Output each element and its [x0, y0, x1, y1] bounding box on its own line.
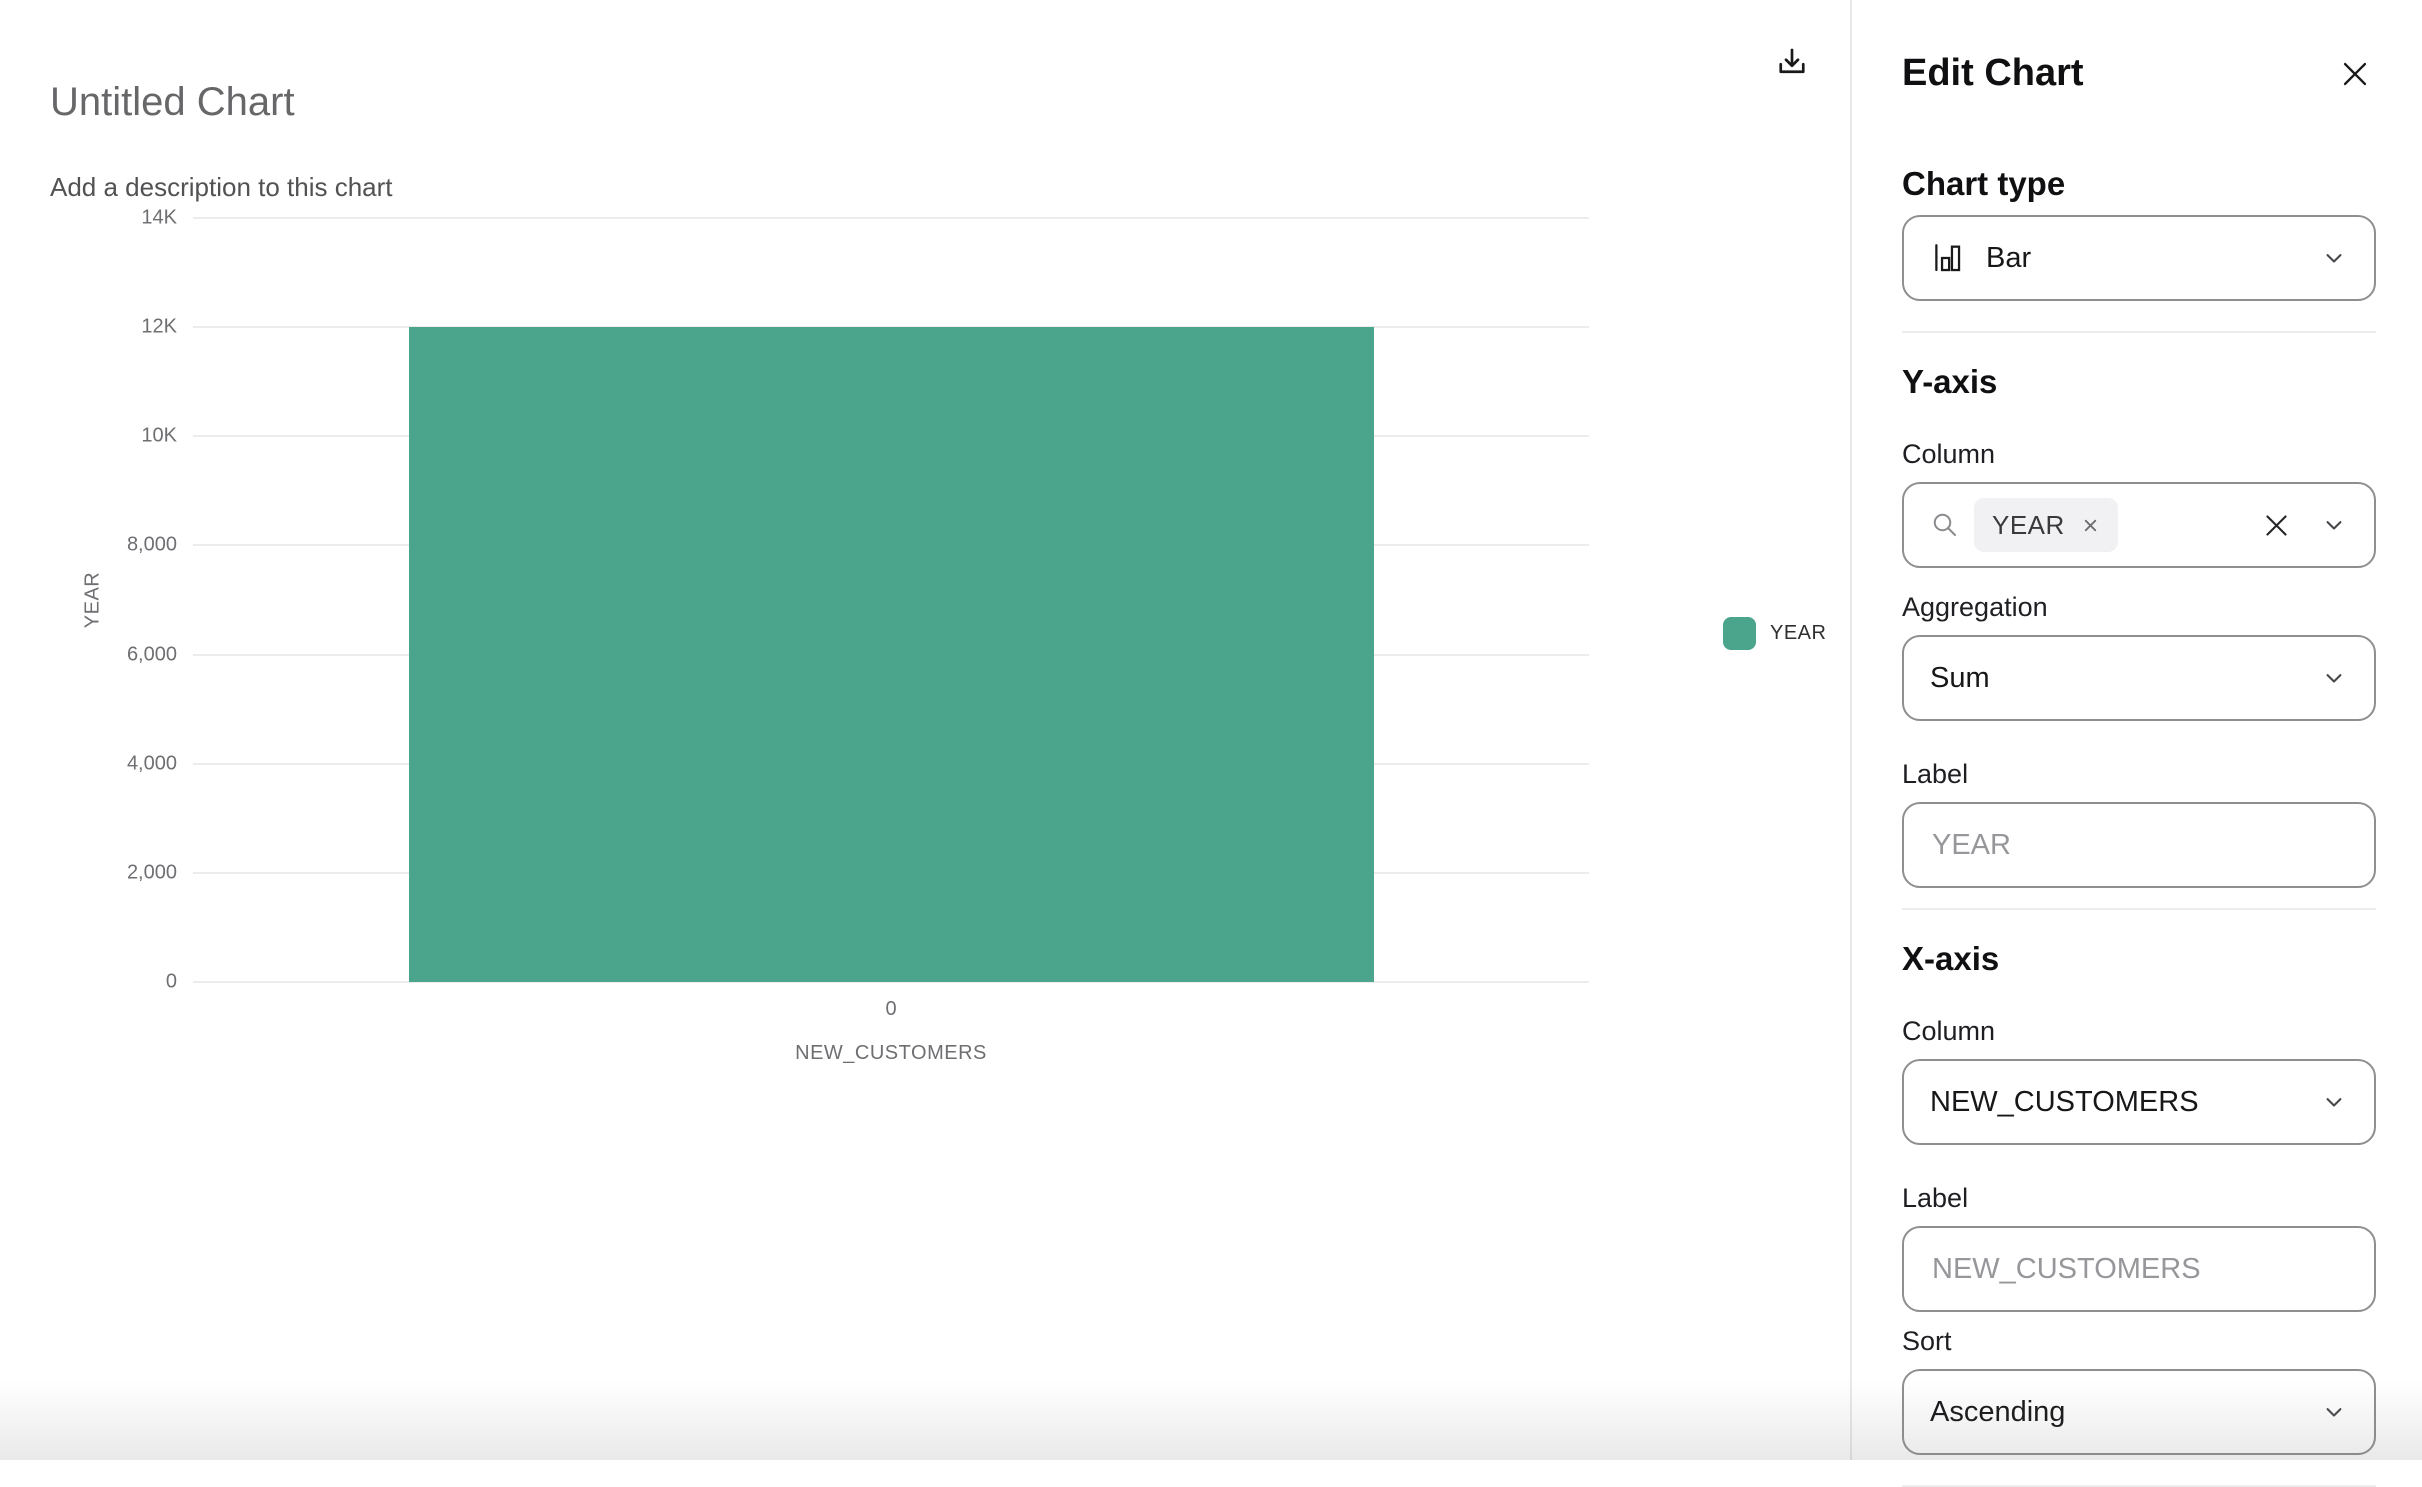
y-column-multiselect[interactable]: YEAR — [1902, 482, 2376, 568]
x-label-label: Label — [1902, 1183, 2376, 1214]
y-tick-label: 8,000 — [127, 534, 177, 557]
x-label-input[interactable] — [1902, 1226, 2376, 1312]
bar-chart-icon — [1930, 241, 1964, 275]
plot-area: 14K 12K 10K 8,000 6,000 4,000 2,000 0 0 … — [193, 218, 1589, 982]
y-axis-title: YEAR — [82, 572, 105, 628]
y-axis-heading: Y-axis — [1902, 363, 2376, 401]
x-axis-heading: X-axis — [1902, 940, 2376, 978]
aggregation-label: Aggregation — [1902, 592, 2376, 623]
x-column-value: NEW_CUSTOMERS — [1930, 1086, 2199, 1119]
y-tick-label: 12K — [141, 316, 177, 339]
chevron-down-icon — [2320, 511, 2348, 539]
section-divider — [1902, 331, 2376, 333]
legend-item[interactable]: YEAR — [1723, 617, 1826, 650]
x-column-label: Column — [1902, 1016, 2376, 1047]
chevron-down-icon — [2320, 244, 2348, 272]
x-tick-label: 0 — [885, 998, 896, 1021]
chevron-down-icon — [2320, 664, 2348, 692]
chart-type-value: Bar — [1986, 242, 2031, 275]
aggregation-select[interactable]: Sum — [1902, 635, 2376, 721]
chart-subtitle: Add a description to this chart — [50, 172, 393, 203]
y-tick-label: 6,000 — [127, 643, 177, 666]
y-tick-label: 0 — [166, 971, 177, 994]
close-icon — [2338, 57, 2372, 91]
y-tick-label: 2,000 — [127, 861, 177, 884]
chart-title: Untitled Chart — [50, 80, 295, 125]
x-axis-title: NEW_CUSTOMERS — [795, 1042, 987, 1065]
x-column-select[interactable]: NEW_CUSTOMERS — [1902, 1059, 2376, 1145]
section-divider — [1902, 908, 2376, 910]
panel-title: Edit Chart — [1902, 52, 2084, 95]
chart-type-select[interactable]: Bar — [1902, 215, 2376, 301]
close-panel-button[interactable] — [2334, 53, 2376, 95]
y-label-label: Label — [1902, 759, 2376, 790]
y-label-input[interactable] — [1902, 802, 2376, 888]
sort-value: Ascending — [1930, 1396, 2065, 1429]
chart-canvas: Untitled Chart Add a description to this… — [0, 0, 1850, 1460]
chevron-down-icon — [2320, 1398, 2348, 1426]
legend-swatch — [1723, 617, 1756, 650]
y-tick-label: 14K — [141, 207, 177, 230]
edit-chart-panel: Edit Chart Chart type Bar Y-axis Column — [1850, 0, 2422, 1460]
chip-label: YEAR — [1992, 510, 2065, 541]
gridline — [193, 217, 1589, 219]
search-icon — [1930, 510, 1960, 540]
chart-type-heading: Chart type — [1902, 165, 2376, 203]
legend-label: YEAR — [1770, 622, 1826, 645]
download-icon — [1774, 44, 1810, 80]
bar[interactable] — [409, 327, 1374, 982]
y-tick-label: 4,000 — [127, 752, 177, 775]
aggregation-value: Sum — [1930, 662, 1990, 695]
sort-label: Sort — [1902, 1326, 2376, 1357]
y-tick-label: 10K — [141, 425, 177, 448]
panel-header: Edit Chart — [1902, 52, 2376, 95]
clear-icon[interactable] — [2261, 510, 2292, 541]
selected-column-chip[interactable]: YEAR — [1974, 498, 2118, 552]
download-button[interactable] — [1766, 36, 1818, 88]
sort-select[interactable]: Ascending — [1902, 1369, 2376, 1455]
remove-icon[interactable] — [2081, 516, 2100, 535]
y-column-label: Column — [1902, 439, 2376, 470]
chevron-down-icon — [2320, 1088, 2348, 1116]
